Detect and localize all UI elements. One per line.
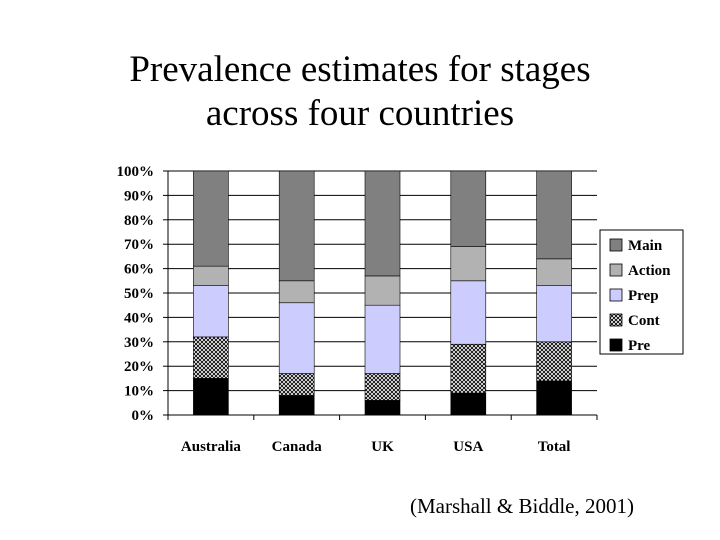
- legend-swatch: [609, 313, 623, 327]
- bar-segment: [364, 304, 401, 374]
- bar-segment: [278, 280, 315, 304]
- legend-swatch: [609, 238, 623, 252]
- legend-label: Main: [628, 238, 663, 254]
- bar-segment: [536, 285, 572, 343]
- bar-segment: [450, 170, 487, 247]
- y-tick-label: 40%: [124, 310, 154, 326]
- bar-segment: [364, 170, 401, 277]
- legend-label: Pre: [628, 338, 651, 354]
- bar-segment: [364, 400, 401, 416]
- y-tick-label: 100%: [117, 164, 155, 180]
- x-tick-label: Total: [538, 439, 571, 455]
- bar-segment: [536, 258, 572, 286]
- bar-segment: [364, 373, 401, 401]
- bar-segment: [278, 170, 315, 282]
- y-tick-label: 60%: [124, 262, 154, 278]
- citation: (Marshall & Biddle, 2001): [410, 494, 634, 518]
- bar-segment: [536, 170, 572, 260]
- bar-segment: [450, 280, 487, 345]
- y-tick-label: 20%: [124, 359, 154, 375]
- slide-title-line-2: across four countries: [205, 93, 515, 134]
- legend-label: Cont: [628, 313, 660, 329]
- legend-swatch: [609, 263, 623, 277]
- bar-segment: [278, 302, 315, 374]
- y-tick-label: 50%: [124, 286, 154, 302]
- legend-label: Prep: [628, 288, 659, 304]
- legend-swatch: [609, 338, 623, 352]
- bar-segment: [450, 246, 487, 282]
- bar-segment: [193, 285, 229, 338]
- bar-segment: [364, 275, 401, 306]
- bar-segment: [536, 380, 572, 416]
- y-tick-label: 90%: [124, 188, 154, 204]
- y-tick-label: 80%: [124, 213, 154, 229]
- y-tick-label: 30%: [124, 335, 154, 351]
- bar-segment: [193, 170, 229, 267]
- bar-segment: [193, 378, 229, 416]
- bar-segment: [278, 395, 315, 416]
- bar-segment: [450, 343, 487, 394]
- x-tick-label: USA: [453, 439, 483, 455]
- bar-segment: [193, 336, 229, 379]
- x-tick-label: UK: [371, 439, 394, 455]
- bar-segment: [536, 341, 572, 382]
- x-tick-label: Canada: [272, 439, 323, 455]
- legend-swatch: [609, 288, 623, 302]
- y-tick-label: 0%: [132, 408, 155, 424]
- x-tick-label: Australia: [181, 439, 242, 455]
- y-tick-label: 10%: [124, 384, 154, 400]
- bar-segment: [450, 392, 487, 416]
- slide-title-line-1: Prevalence estimates for stages: [129, 49, 591, 90]
- slide-title: Prevalence estimates for stages across f…: [0, 48, 720, 136]
- bar-segment: [278, 373, 315, 396]
- bar-segment: [193, 265, 229, 286]
- legend-label: Action: [628, 263, 671, 279]
- y-tick-label: 70%: [124, 237, 154, 253]
